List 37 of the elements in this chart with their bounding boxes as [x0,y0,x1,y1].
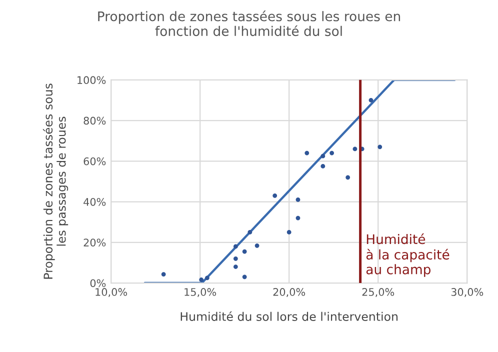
point [254,243,260,248]
x-tick-label: 20,0% [273,288,306,297]
y-tick-label: 20% [84,238,106,246]
point [330,150,334,156]
y-tick-label: 40% [84,198,106,206]
x-tick-label: 10,0% [96,288,128,297]
x-tick-label: 30,0% [451,288,484,297]
point [233,256,238,261]
y-tick-label: 60% [84,157,106,166]
point [378,144,382,150]
point [352,146,358,152]
point [320,154,326,158]
point [368,98,374,102]
y-tick-label: 0% [90,279,106,288]
point [233,264,238,269]
point [296,216,300,220]
point [320,164,326,168]
ref-line-label: Humidité à la capacité au champ [366,233,450,277]
x-tick-label: 15,0% [184,288,216,297]
point [248,230,252,234]
point [242,274,247,280]
chart-title: Proportion de zones tassées sous les roues en fonction de l'humidité du sol [98,10,400,36]
point [199,278,204,282]
x-tick-label: 25,0% [362,288,394,297]
point [272,193,278,198]
point [204,276,210,280]
y-tick-label: 100% [78,76,106,84]
point [242,249,247,254]
point [296,198,300,202]
y-axis-title: Proportion de zones tassées sous les passages de roues [42,84,68,279]
point [233,244,238,249]
point [286,230,292,234]
x-axis-title: Humidité du sol lors de l'intervention [180,311,398,321]
point [161,272,166,276]
point [304,150,310,156]
y-tick-label: 80% [84,116,106,125]
point [346,175,350,180]
